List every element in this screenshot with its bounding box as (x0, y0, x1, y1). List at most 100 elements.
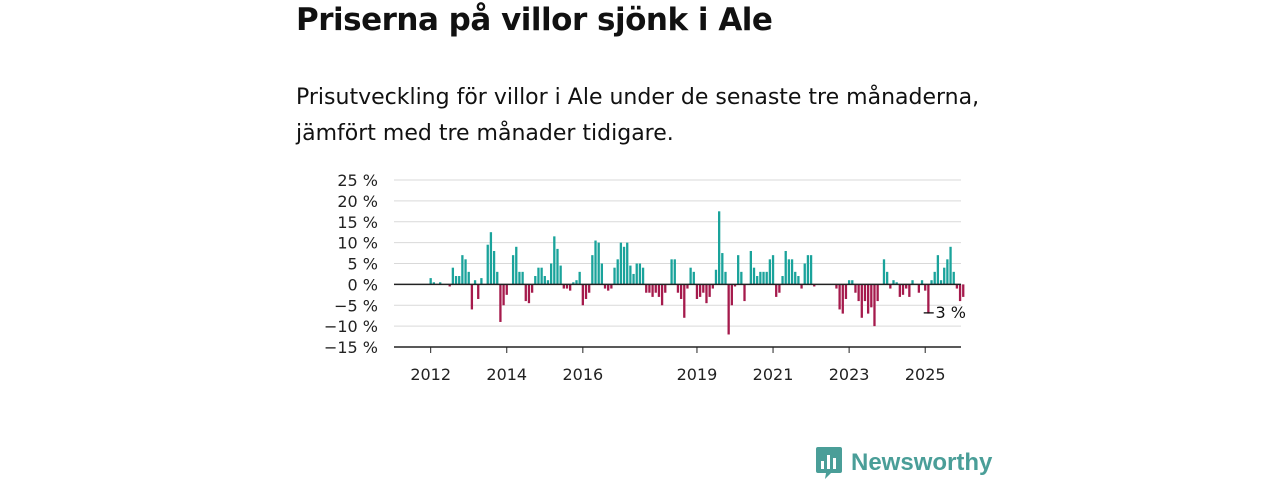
x-tick-label: 2016 (562, 365, 603, 384)
bar-positive (936, 255, 940, 285)
x-tick-label: 2021 (753, 365, 794, 384)
bar-positive (892, 280, 895, 285)
bar-positive (752, 267, 756, 285)
bar-positive (784, 250, 787, 285)
bar-negative (908, 284, 911, 297)
y-tick-label: 0 % (348, 275, 378, 294)
bar-positive (638, 263, 642, 285)
chart-title: Priserna på villor sjönk i Ale (296, 2, 773, 38)
chart-subtitle: Prisutveckling för villor i Ale under de… (296, 85, 980, 146)
y-tick-label: −10 % (324, 317, 378, 336)
bar-negative (876, 284, 879, 302)
bar-positive (886, 271, 889, 285)
bar-positive (768, 259, 772, 285)
bar-negative (448, 284, 451, 287)
bar-positive (895, 282, 898, 285)
bar-positive (714, 269, 718, 285)
newsworthy-bar-chart-icon (816, 447, 842, 479)
bar-positive (632, 273, 635, 285)
bar-negative (800, 284, 803, 289)
y-tick-label: 5 % (348, 255, 378, 274)
bar-positive (521, 271, 524, 285)
bar-positive (692, 271, 695, 285)
bar-negative (664, 284, 667, 293)
bar-negative (898, 284, 901, 297)
bar-negative (584, 284, 588, 299)
bar-positive (847, 280, 851, 285)
y-tick-label: 15 % (337, 213, 378, 232)
bar-positive (575, 280, 578, 285)
bar-negative (651, 284, 654, 297)
bar-negative (654, 284, 657, 293)
bar-positive (622, 246, 626, 285)
bar-negative (524, 284, 527, 302)
bar-negative (683, 284, 686, 318)
x-axis (394, 283, 961, 353)
bar-positive (451, 267, 455, 285)
y-axis-tick-labels: 25 % 20 % 15 % 10 % 5 %0 % −5 % −10 % −15 % (324, 171, 378, 357)
grid-lines (394, 179, 961, 348)
bar-positive (943, 267, 946, 285)
bar-positive (616, 259, 619, 285)
x-tick-label: 2025 (905, 365, 946, 384)
annotation-label: −3 % (922, 303, 966, 322)
bar-negative (733, 284, 737, 287)
y-tick-label: −15 % (324, 338, 378, 357)
newsworthy-logo[interactable]: Newsworthy (815, 446, 992, 480)
bar-negative (854, 284, 857, 293)
bar-positive (464, 259, 467, 285)
bar-positive (771, 255, 775, 285)
bar-negative (569, 284, 572, 291)
bar-positive (949, 246, 952, 285)
bar-positive (765, 271, 768, 285)
bar-negative (863, 284, 867, 302)
bar-negative (841, 284, 844, 314)
bar-negative (743, 284, 746, 302)
bar-positive (480, 278, 483, 285)
bar-series (429, 211, 965, 335)
bar-negative (860, 284, 863, 318)
bar-negative (727, 284, 730, 335)
bar-positive (721, 253, 724, 285)
bar-negative (730, 284, 733, 306)
bar-positive (952, 271, 955, 285)
bar-negative (562, 284, 565, 289)
bar-positive (597, 242, 600, 285)
bar-negative (917, 284, 921, 293)
bar-positive (486, 244, 489, 285)
bar-positive (629, 265, 632, 285)
bar-positive (641, 267, 645, 285)
bar-positive (809, 255, 813, 285)
bar-negative (905, 284, 908, 289)
bar-positive (600, 263, 604, 285)
bar-positive (797, 276, 800, 285)
bar-positive (553, 236, 556, 285)
bar-positive (920, 280, 924, 285)
bar-negative (565, 284, 569, 289)
bar-positive (749, 250, 752, 285)
bar-negative (676, 284, 680, 293)
bar-negative (499, 284, 502, 322)
bar-negative (657, 284, 661, 297)
bar-negative (470, 284, 474, 310)
bar-negative (813, 284, 816, 287)
bar-negative (866, 284, 870, 314)
bar-positive (756, 276, 759, 285)
bar-positive (740, 271, 743, 285)
bar-positive (737, 255, 740, 285)
bar-positive (635, 263, 638, 285)
bar-negative (873, 284, 876, 327)
bar-negative (695, 284, 699, 299)
bar-positive (762, 271, 765, 285)
y-tick-label: 10 % (337, 234, 378, 253)
bar-positive (489, 232, 493, 285)
y-tick-label: −5 % (334, 296, 378, 315)
bar-negative (958, 284, 962, 302)
bar-negative (477, 284, 480, 299)
bar-positive (803, 263, 806, 285)
bar-positive (543, 276, 546, 285)
bar-positive (540, 267, 543, 285)
bar-negative (588, 284, 591, 293)
bar-positive (911, 280, 914, 285)
bar-negative (581, 284, 584, 306)
